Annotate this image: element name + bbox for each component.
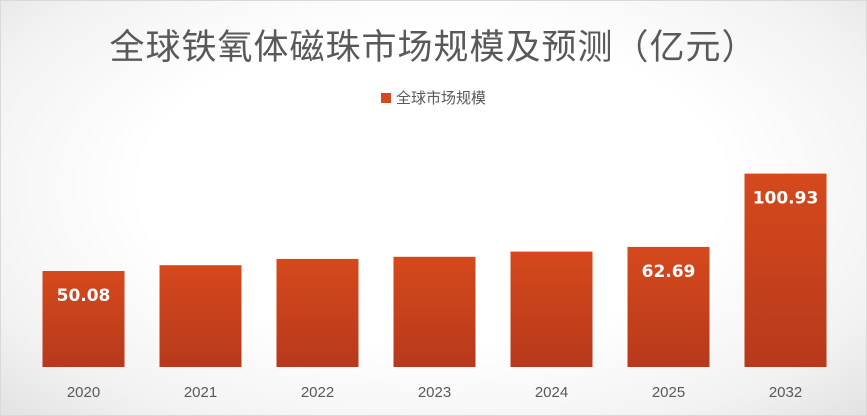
- x-tick-label-2025: 2025: [652, 384, 685, 401]
- x-tick-label-2021: 2021: [184, 384, 217, 401]
- bar-2024: [510, 251, 593, 367]
- chart-title: 全球铁氧体磁珠市场规模及预测（亿元）: [109, 28, 758, 68]
- x-tick-label-2032: 2032: [769, 384, 802, 401]
- bar-2025: [627, 246, 710, 367]
- data-label-2032: 100.93: [753, 189, 819, 209]
- bar-2023: [393, 256, 476, 367]
- data-label-2020: 50.08: [57, 286, 111, 306]
- x-tick-label-2024: 2024: [535, 384, 568, 401]
- x-tick-label-2020: 2020: [67, 384, 100, 401]
- bars-group: [42, 173, 827, 367]
- x-tick-label-2023: 2023: [418, 384, 451, 401]
- x-axis-ticks: 2020 2021 2022 2023 2024 2025 2032: [67, 384, 802, 401]
- data-labels-group: 50.08 62.69 100.93: [57, 189, 819, 306]
- bar-2022: [276, 258, 359, 367]
- legend-label: 全球市场规模: [395, 89, 486, 107]
- bar-2032: [744, 173, 827, 367]
- data-label-2025: 62.69: [642, 262, 696, 282]
- legend-swatch: [380, 92, 391, 103]
- bar-2020: [42, 271, 125, 367]
- bar-2021: [159, 265, 242, 367]
- legend: 全球市场规模: [1, 87, 866, 108]
- x-tick-label-2022: 2022: [301, 384, 334, 401]
